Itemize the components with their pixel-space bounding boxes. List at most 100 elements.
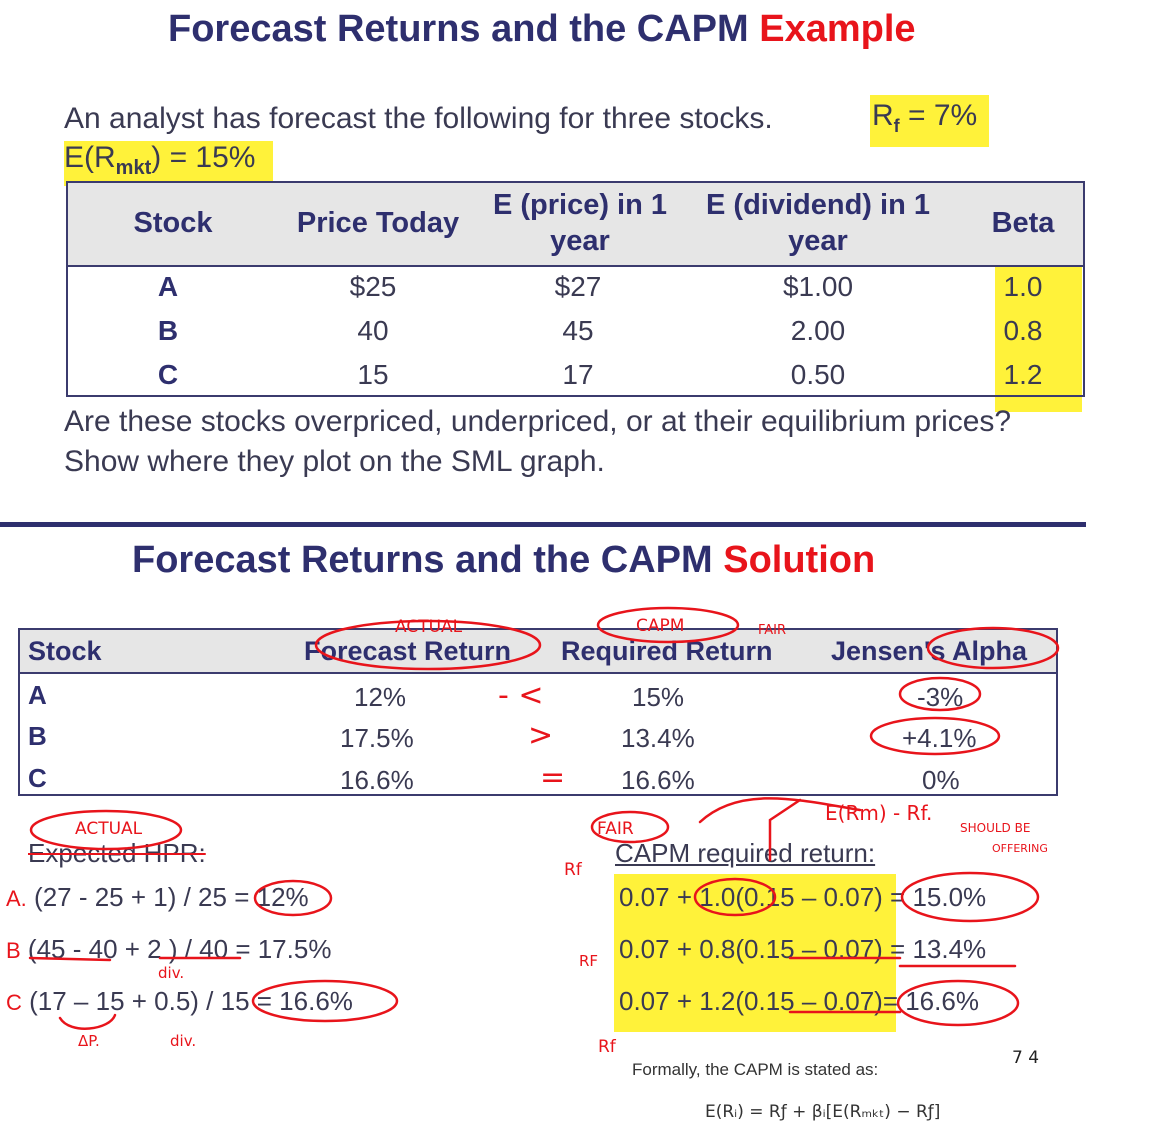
cell-ediv-b: 2.00 <box>790 315 846 346</box>
sth-stock: Stock <box>28 636 102 666</box>
circle-capm-a <box>900 871 1040 923</box>
erm-sub: mkt <box>115 157 152 179</box>
sth-forecast-return: Forecast Return <box>304 636 512 666</box>
cell-beta-c: 1.2 <box>1003 359 1043 390</box>
question-line-2: Show where they plot on the SML graph. <box>64 445 605 478</box>
s-cell-alpha-a: -3% <box>917 682 964 712</box>
capm-formula: E(Rᵢ) = Rƒ + βᵢ[E(Rₘₖₜ) − Rƒ] <box>705 1102 941 1122</box>
capm-title: CAPM required return: <box>615 838 876 868</box>
s-cell-required-b: 13.4% <box>621 723 695 753</box>
slide1-title-main: Forecast Returns and the CAPM <box>168 8 760 50</box>
slide1-title: Forecast Returns and the CAPM Example <box>168 8 916 51</box>
rf-highlight: Rf = 7% <box>870 95 990 147</box>
capm-result-b: = 13.4% <box>890 934 987 964</box>
ann-rf-3: Rf <box>598 1037 617 1057</box>
circle-capm-c <box>896 979 1020 1027</box>
hpr-title: Expected HPR: <box>28 838 206 868</box>
circle-actual <box>29 809 183 851</box>
th-beta: Beta <box>991 207 1055 239</box>
s-cell-alpha-c: 0% <box>922 765 960 795</box>
forecast-table-header <box>68 183 1083 267</box>
underline-hpr-b <box>28 956 242 962</box>
capm-highlight <box>614 874 896 1032</box>
ann-div-1: div. <box>158 964 184 982</box>
cell-price-c: 15 <box>357 359 389 390</box>
circle-hpr-c <box>251 979 399 1023</box>
th-price-today: Price Today <box>296 207 460 239</box>
slide2-title: Forecast Returns and the CAPM Solution <box>132 539 875 582</box>
cell-eprice-a: $27 <box>554 271 602 302</box>
rf-value: = 7% <box>899 99 978 132</box>
solution-table-header <box>20 630 1056 674</box>
rf-sub: f <box>893 116 900 136</box>
cell-stock-b: B <box>157 315 179 346</box>
ann-less-than: - < <box>498 678 544 713</box>
cell-beta-b: 0.8 <box>1003 315 1043 346</box>
slide2-title-accent: Solution <box>723 539 876 581</box>
capm-line-a: 0.07 + 1.0(0.15 – 0.07) = 15.0% <box>619 882 986 913</box>
s-cell-required-a: 15% <box>632 682 685 712</box>
th-e-price: E (price) in 1 year <box>492 189 668 257</box>
ann-fair-mid: FAIR <box>597 819 634 839</box>
cell-ediv-c: 0.50 <box>790 359 846 390</box>
hpr-line-c: C (17 – 15 + 0.5) / 15 = 16.6% <box>6 986 353 1017</box>
ann-should-be: SHOULD BE <box>960 821 1030 835</box>
th-stock: Stock <box>133 207 213 239</box>
cell-stock-c: C <box>157 359 179 390</box>
ann-rf-1: Rf <box>564 860 583 880</box>
circle-capm <box>596 606 740 644</box>
underline-capm-b <box>788 956 1017 968</box>
cell-eprice-c: 17 <box>562 359 594 390</box>
cell-beta-a: 1.0 <box>1003 271 1043 302</box>
circle-jensens-alpha <box>926 626 1060 670</box>
slide1-title-accent: Example <box>759 8 916 50</box>
cell-price-b: 40 <box>357 315 389 346</box>
solution-table: Stock Forecast Return Required Return Je… <box>18 628 1058 796</box>
rf-symbol: R <box>872 99 894 132</box>
ann-capm: CAPM <box>636 616 684 636</box>
ann-rf-2: RF <box>579 952 598 970</box>
ann-delta-p: ΔP. <box>78 1032 100 1050</box>
s-cell-forecast-a: 12% <box>354 682 407 712</box>
s-cell-required-c: 16.6% <box>621 765 695 795</box>
ann-equals: = <box>540 760 565 795</box>
ann-greater-than: > <box>528 718 553 753</box>
forecast-table: Stock Price Today E (price) in 1 year E … <box>66 181 1085 397</box>
hpr-expr-c: (17 – 15 + 0.5) / 15 = 16.6% <box>29 986 353 1016</box>
arrow-fair-to-rf <box>698 797 862 824</box>
cell-stock-a: A <box>157 271 179 302</box>
s-cell-forecast-c: 16.6% <box>340 765 414 795</box>
ann-fair-top: FAIR <box>758 623 786 638</box>
s-cell-alpha-b: +4.1% <box>902 723 977 753</box>
cell-price-a: $25 <box>349 271 397 302</box>
cell-eprice-b: 45 <box>562 315 594 346</box>
circle-hpr-a <box>253 879 333 917</box>
formal-note: Formally, the CAPM is stated as: <box>632 1060 879 1079</box>
hpr-label-c: C <box>6 990 22 1015</box>
circle-beta-a <box>693 877 777 917</box>
circle-alpha-a <box>898 676 982 712</box>
circle-fair <box>590 810 670 844</box>
ann-erm-rf: E(Rm) - Rf. <box>825 801 932 825</box>
s-cell-stock-c: C <box>28 763 47 793</box>
erm-prefix: E(R <box>64 141 116 174</box>
s-cell-stock-b: B <box>28 721 47 751</box>
hpr-label-b: B <box>6 938 21 963</box>
circle-alpha-b <box>869 716 1001 756</box>
arrow-dp <box>58 1013 117 1030</box>
erm-highlight: E(Rmkt) = 15% <box>64 141 274 186</box>
slide2-title-main: Forecast Returns and the CAPM <box>132 539 724 581</box>
circle-forecast-return <box>314 619 542 671</box>
slide-divider <box>0 522 1086 527</box>
ann-actual-top: ACTUAL <box>395 617 463 637</box>
hpr-label-a: A. <box>6 886 27 911</box>
erm-suffix: ) = 15% <box>151 141 256 174</box>
s-cell-stock-a: A <box>28 680 47 710</box>
th-e-dividend: E (dividend) in 1 year <box>706 189 930 257</box>
intro-text: An analyst has forecast the following fo… <box>64 102 773 135</box>
ann-div-2: div. <box>170 1032 196 1050</box>
page-marks: 7 4 <box>1012 1048 1040 1068</box>
cell-ediv-a: $1.00 <box>782 271 854 302</box>
capm-expr-a: 0.07 + 1.0(0.15 – 0.07) <box>619 882 891 912</box>
